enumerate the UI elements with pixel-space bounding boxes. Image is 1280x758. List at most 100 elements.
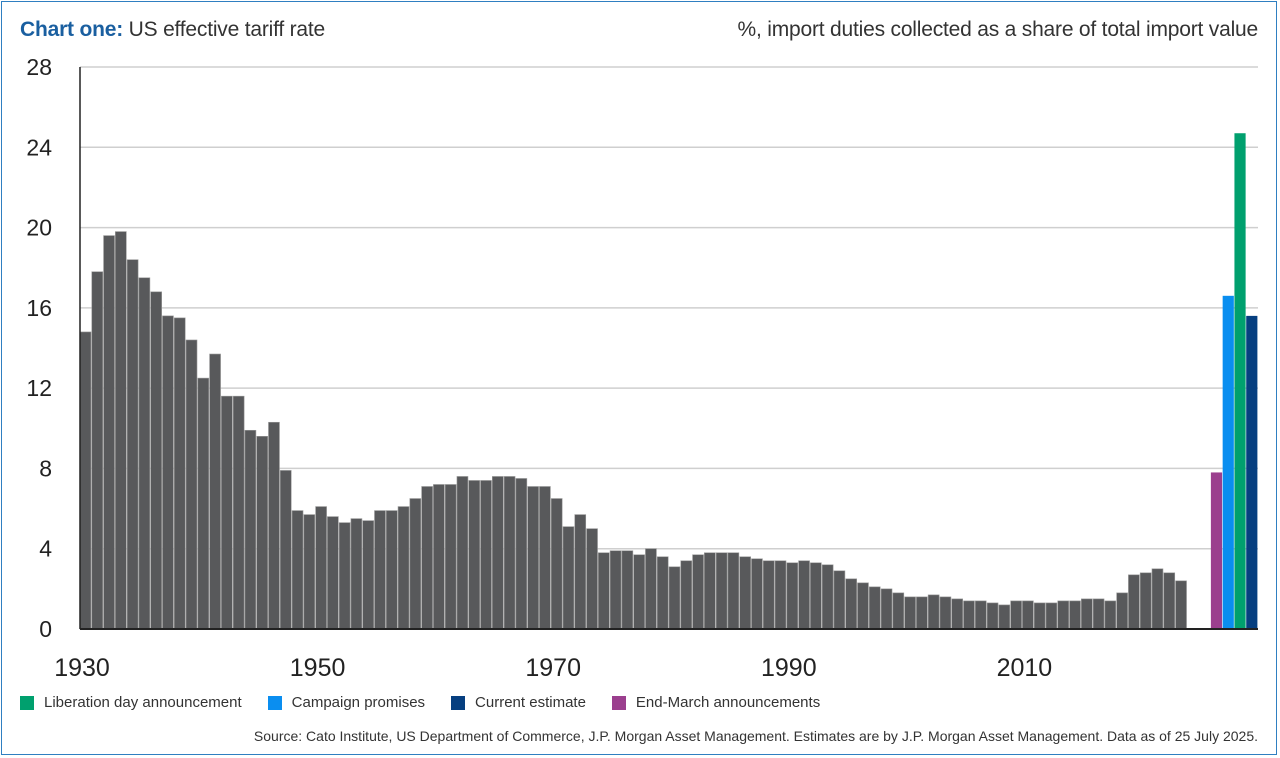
- bar-2023: [1175, 580, 1187, 630]
- bar-1970: [550, 498, 563, 630]
- x-tick-label: 1990: [761, 654, 817, 682]
- bar-1948: [291, 510, 304, 630]
- bar-2004: [951, 598, 963, 630]
- bar-1969: [539, 486, 551, 630]
- bar-1986: [739, 556, 751, 630]
- x-axis-ticks: 1930 1950 1970 1990 2010: [54, 654, 1052, 682]
- bar-1962: [456, 476, 469, 630]
- bar-1979: [656, 556, 669, 630]
- bar-2022: [1163, 572, 1176, 630]
- bar-1984: [715, 552, 728, 630]
- bar-1996: [857, 582, 869, 630]
- bar-1947: [279, 470, 292, 630]
- bar-2007: [986, 602, 999, 630]
- x-tick-label: 1970: [525, 654, 581, 682]
- bar-1975: [609, 550, 622, 630]
- bar-1956: [385, 510, 398, 630]
- chart-title: Chart one: US effective tariff rate: [20, 18, 325, 42]
- bar-1972: [574, 514, 587, 630]
- bar-1943: [232, 395, 245, 630]
- bar-2019: [1128, 574, 1140, 630]
- bar-1999: [892, 592, 905, 630]
- bar-1991: [798, 560, 810, 630]
- bar-1946: [268, 421, 280, 630]
- legend-swatch: [267, 695, 282, 710]
- bar-2000: [904, 596, 916, 630]
- bar-1952: [338, 522, 351, 630]
- x-tick-label: 2010: [997, 654, 1053, 682]
- bar-2001: [916, 596, 928, 630]
- bar-1998: [880, 588, 893, 630]
- bar-1944: [244, 429, 257, 630]
- bar-1974: [598, 552, 610, 630]
- bar-1989: [774, 560, 787, 630]
- bar-1964: [480, 480, 492, 630]
- bar-1983: [704, 552, 716, 630]
- bar-1958: [409, 498, 422, 630]
- bar-2002: [927, 594, 940, 630]
- bar-2015: [1081, 598, 1093, 630]
- bar-2003: [939, 596, 952, 630]
- legend: Liberation day announcement Campaign pro…: [20, 694, 820, 711]
- bar-current-estimate: [1246, 315, 1258, 629]
- bar-1977: [633, 554, 645, 630]
- chart-subtitle: %, import duties collected as a share of…: [737, 18, 1259, 41]
- bar-2006: [974, 600, 987, 630]
- bar-1949: [303, 514, 316, 630]
- bar-1940: [197, 377, 210, 630]
- bar-2020: [1139, 572, 1152, 630]
- bar-1981: [680, 560, 693, 630]
- bar-1938: [173, 317, 186, 630]
- legend-item-liberation-day: Liberation day announcement: [20, 694, 242, 711]
- bar-campaign-promises: [1222, 295, 1234, 629]
- bar-1961: [444, 484, 457, 630]
- bar-1993: [821, 564, 834, 630]
- bar-1980: [668, 566, 681, 630]
- chart-title-lead: Chart one:: [20, 18, 124, 41]
- bar-1934: [126, 259, 139, 630]
- legend-label: Liberation day announcement: [44, 694, 242, 711]
- bar-1960: [433, 484, 445, 630]
- bar-1937: [162, 315, 174, 630]
- bar-1978: [645, 548, 657, 630]
- bar-2017: [1104, 600, 1117, 630]
- bar-1995: [845, 578, 857, 630]
- bar-1959: [421, 486, 433, 630]
- legend-swatch: [20, 695, 34, 710]
- bar-liberation-day-announcement: [1234, 133, 1246, 629]
- bar-1951: [327, 516, 339, 630]
- bar-1935: [138, 277, 151, 630]
- legend-item-current-estimate: Current estimate: [451, 694, 586, 711]
- bar-1973: [586, 528, 598, 630]
- bar-2012: [1045, 602, 1058, 630]
- y-axis-ticks: 0 4 8 12 16 20 24 28: [26, 54, 52, 642]
- bar-1936: [150, 291, 162, 630]
- source-note: Source: Cato Institute, US Department of…: [253, 728, 1258, 744]
- legend-label: Current estimate: [475, 694, 586, 711]
- y-tick-label: 16: [26, 295, 52, 321]
- bar-2021: [1151, 568, 1164, 630]
- bar-2011: [1033, 602, 1046, 630]
- bar-2005: [963, 600, 975, 630]
- bar-1963: [468, 480, 481, 630]
- bar-1933: [115, 231, 127, 630]
- x-tick-label: 1950: [290, 654, 346, 682]
- bar-1932: [103, 235, 115, 630]
- legend-item-campaign-promises: Campaign promises: [267, 694, 425, 711]
- y-tick-label: 28: [26, 54, 52, 80]
- y-tick-label: 0: [39, 616, 52, 642]
- y-tick-label: 4: [39, 536, 52, 562]
- bar-1941: [209, 353, 221, 630]
- bars: [79, 133, 1258, 630]
- legend-swatch: [451, 695, 466, 710]
- bar-1992: [810, 562, 822, 630]
- bar-2009: [1010, 600, 1022, 630]
- bar-1971: [562, 526, 575, 630]
- bar-1953: [350, 518, 363, 630]
- bar-2010: [1022, 600, 1034, 630]
- bar-1965: [491, 476, 504, 630]
- y-tick-label: 8: [39, 455, 52, 481]
- bar-1957: [397, 506, 410, 630]
- y-tick-label: 12: [26, 375, 52, 401]
